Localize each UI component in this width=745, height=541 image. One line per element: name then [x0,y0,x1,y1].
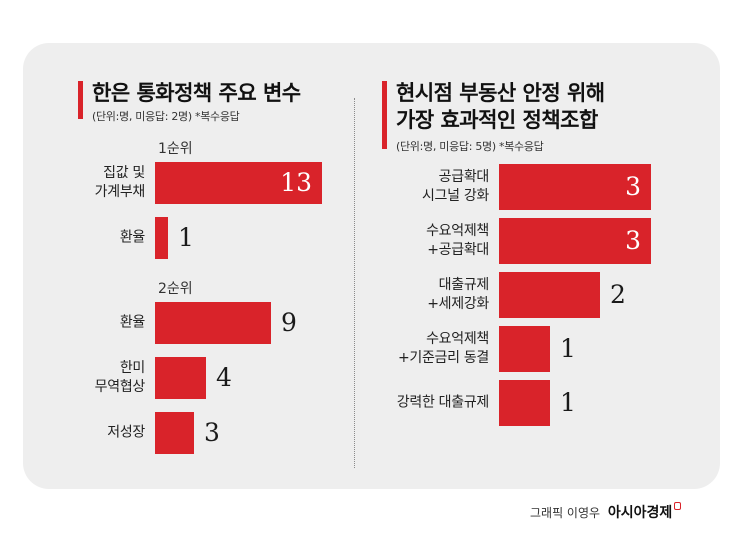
rank-label: 2순위 [158,281,193,297]
panel-divider [354,98,355,468]
category-label: 집값 및 가계부채 [94,165,146,200]
category-label: 대출규제 +세제강화 [427,277,489,312]
category-label: 한미 무역협상 [94,360,146,395]
bar [499,164,651,210]
value-label: 1 [560,388,576,417]
right-chart-subtitle: (단위:명, 미응답: 5명) *복수응답 [396,140,544,153]
bar [155,412,194,454]
category-label: 저성장 [107,424,145,441]
chart-card [23,43,720,489]
bar [155,357,206,399]
category-label: 수요억제책 +공급확대 [426,223,489,258]
value-label: 3 [625,172,641,201]
category-label: 환율 [119,314,145,331]
category-label: 강력한 대출규제 [396,394,490,411]
bar [155,217,168,259]
value-label: 3 [625,226,641,255]
left-chart-subtitle: (단위:명, 미응답: 2명) *복수응답 [92,110,240,123]
bar [499,326,550,372]
credit-line: 그래픽 이영우 아시아경제 [530,502,682,522]
right-title-accent [382,81,387,149]
category-label: 환율 [119,229,145,246]
value-label: 1 [560,334,576,363]
brand-mark-icon [674,502,682,510]
bar [155,302,271,344]
category-label: 수요억제책 +기준금리 동결 [397,331,489,366]
bar [155,162,322,204]
rank-label: 1순위 [158,141,193,157]
category-label: 공급확대 시그널 강화 [421,169,489,204]
credit-text: 그래픽 이영우 [530,506,601,520]
value-label: 4 [216,363,232,392]
value-label: 3 [204,418,220,447]
bar [499,272,600,318]
left-chart-title: 한은 통화정책 주요 변수 [92,81,301,105]
bar [499,380,550,426]
left-title-accent [78,81,83,119]
brand-logo: 아시아경제 [607,505,673,521]
value-label: 2 [610,280,626,309]
value-label: 13 [280,168,312,197]
right-chart-title: 현시점 부동산 안정 위해 가장 효과적인 정책조합 [396,81,605,132]
value-label: 9 [281,308,297,337]
value-label: 1 [178,223,194,252]
bar [499,218,651,264]
